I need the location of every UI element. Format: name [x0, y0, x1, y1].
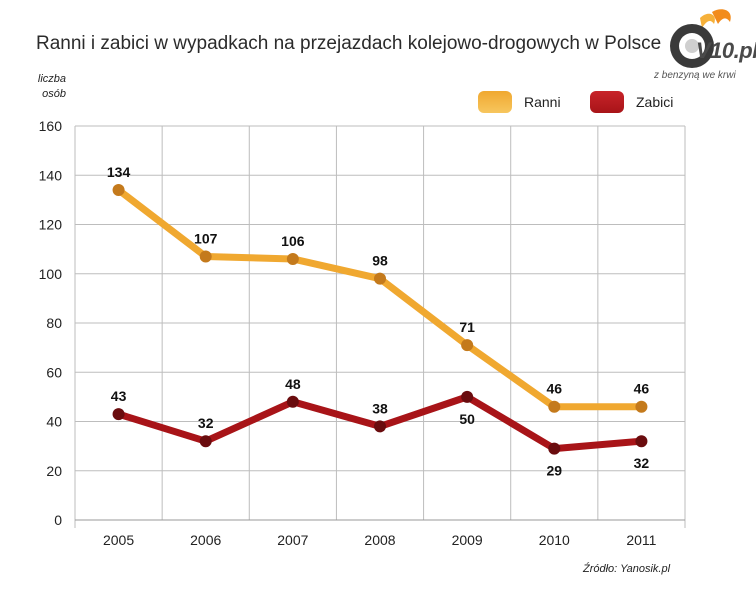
x-tick-label: 2005 — [103, 532, 134, 548]
data-label-zabici: 32 — [198, 415, 214, 431]
data-label-ranni: 46 — [546, 381, 562, 397]
data-point-zabici — [286, 395, 299, 408]
data-label-zabici: 38 — [372, 400, 388, 416]
data-point-zabici — [635, 435, 648, 448]
data-point-ranni — [286, 252, 299, 265]
y-tick-label: 60 — [46, 364, 62, 380]
data-point-ranni — [461, 339, 474, 352]
v10-logo: V10.pl z benzyną we krwi — [652, 4, 756, 88]
data-label-ranni: 106 — [281, 233, 305, 249]
y-tick-label: 120 — [39, 217, 63, 233]
data-point-zabici — [374, 420, 386, 433]
data-point-ranni — [548, 400, 561, 413]
logo-text: V10.pl — [696, 38, 756, 63]
series-line-ranni — [115, 186, 645, 411]
y-tick-label: 0 — [54, 512, 62, 528]
data-label-ranni: 107 — [194, 231, 218, 247]
source-note: Źródło: Yanosik.pl — [583, 563, 671, 575]
data-label-ranni: 134 — [107, 164, 131, 180]
data-point-ranni — [112, 184, 125, 197]
legend-item-ranni: Ranni — [478, 90, 561, 114]
y-tick-label: 40 — [46, 414, 62, 430]
data-label-ranni: 71 — [459, 319, 475, 335]
data-point-ranni — [374, 272, 386, 285]
legend-swatch-zabici — [590, 91, 624, 113]
x-tick-label: 2007 — [277, 532, 308, 548]
y-tick-label: 20 — [46, 463, 62, 479]
data-point-ranni — [199, 250, 212, 263]
y-tick-label: 80 — [46, 315, 62, 331]
legend-label-ranni: Ranni — [524, 94, 561, 110]
data-label-ranni: 98 — [372, 253, 388, 269]
y-axis-label: liczba osób — [32, 72, 66, 102]
data-point-zabici — [112, 408, 125, 421]
logo-tagline: z benzyną we krwi — [654, 70, 736, 81]
data-point-ranni — [635, 400, 648, 413]
y-axis-label-line-2: osób — [42, 88, 66, 100]
data-label-zabici: 50 — [459, 411, 475, 427]
y-tick-label: 100 — [39, 266, 63, 282]
data-label-zabici: 43 — [111, 388, 127, 404]
y-tick-label: 160 — [39, 118, 63, 134]
data-label-zabici: 32 — [634, 455, 650, 471]
data-label-zabici: 48 — [285, 376, 301, 392]
legend-swatch-ranni — [478, 91, 512, 113]
legend-item-zabici: Zabici — [590, 90, 673, 114]
tire-flame-icon — [670, 9, 731, 68]
data-point-zabici — [461, 390, 474, 403]
x-tick-label: 2006 — [190, 532, 221, 548]
data-label-zabici: 29 — [546, 463, 562, 479]
x-tick-label: 2008 — [364, 532, 395, 548]
data-point-zabici — [199, 435, 212, 448]
x-tick-label: 2009 — [452, 532, 483, 548]
data-point-zabici — [548, 442, 561, 455]
data-label-ranni: 46 — [634, 381, 650, 397]
x-tick-label: 2010 — [539, 532, 570, 548]
y-tick-label: 140 — [39, 167, 63, 183]
legend-label-zabici: Zabici — [636, 94, 674, 110]
x-tick-label: 2011 — [626, 532, 656, 548]
y-axis-label-line-1: liczba — [37, 73, 66, 85]
chart-title: Ranni i zabici w wypadkach na przejazdac… — [36, 33, 662, 54]
